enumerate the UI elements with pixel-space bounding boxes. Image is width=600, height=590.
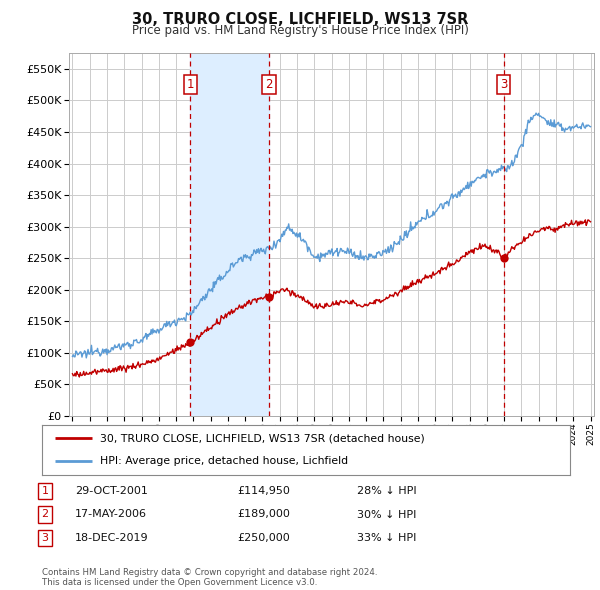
Text: 30, TRURO CLOSE, LICHFIELD, WS13 7SR (detached house): 30, TRURO CLOSE, LICHFIELD, WS13 7SR (de… [100, 433, 425, 443]
Text: 1: 1 [187, 78, 194, 91]
Text: £114,950: £114,950 [237, 486, 290, 496]
Text: £250,000: £250,000 [237, 533, 290, 543]
Text: 30% ↓ HPI: 30% ↓ HPI [357, 510, 416, 519]
Bar [190, 53, 269, 416]
Text: 18-DEC-2019: 18-DEC-2019 [75, 533, 149, 543]
Text: 2: 2 [41, 510, 49, 519]
Text: Price paid vs. HM Land Registry's House Price Index (HPI): Price paid vs. HM Land Registry's House … [131, 24, 469, 37]
Text: 1: 1 [41, 486, 49, 496]
Text: 3: 3 [41, 533, 49, 543]
Text: Contains HM Land Registry data © Crown copyright and database right 2024.
This d: Contains HM Land Registry data © Crown c… [42, 568, 377, 587]
Text: HPI: Average price, detached house, Lichfield: HPI: Average price, detached house, Lich… [100, 457, 348, 467]
Text: 28% ↓ HPI: 28% ↓ HPI [357, 486, 416, 496]
Text: £189,000: £189,000 [237, 510, 290, 519]
Text: 2: 2 [265, 78, 273, 91]
Text: 3: 3 [500, 78, 507, 91]
Text: 29-OCT-2001: 29-OCT-2001 [75, 486, 148, 496]
Text: 30, TRURO CLOSE, LICHFIELD, WS13 7SR: 30, TRURO CLOSE, LICHFIELD, WS13 7SR [132, 12, 468, 27]
Text: 17-MAY-2006: 17-MAY-2006 [75, 510, 147, 519]
Text: 33% ↓ HPI: 33% ↓ HPI [357, 533, 416, 543]
